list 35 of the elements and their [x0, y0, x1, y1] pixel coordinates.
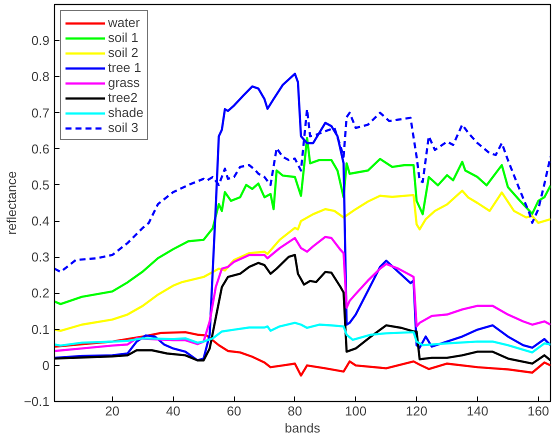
y-tick-label: −0.1 [24, 394, 50, 409]
y-tick-label: 0.8 [31, 69, 50, 84]
x-tick-label: 80 [288, 404, 302, 418]
legend-label: soil 2 [108, 45, 138, 60]
line-series [54, 236, 550, 352]
y-tick-label: 0.5 [31, 177, 50, 192]
legend-label: shade [108, 105, 144, 120]
y-tick-label: 0.9 [31, 33, 50, 48]
x-tick-label: 60 [226, 404, 242, 418]
y-tick-label: 0.6 [31, 141, 50, 156]
x-tick-label: 40 [166, 404, 180, 418]
line-series [54, 136, 550, 306]
line-series [54, 322, 550, 354]
x-tick-label: 120 [406, 404, 428, 418]
legend-label: soil 1 [108, 30, 138, 45]
y-tick-label: 0.7 [31, 105, 50, 120]
legend-label: grass [108, 75, 140, 90]
y-tick-label: 0.4 [31, 214, 50, 229]
line-series [54, 190, 550, 332]
legend-label: water [108, 15, 140, 30]
y-tick-label: 0.2 [31, 286, 50, 301]
y-axis-title: reflectance [4, 171, 19, 235]
y-tick-label: 0.1 [31, 322, 50, 337]
line-series [54, 331, 550, 377]
x-tick-label: 20 [105, 404, 120, 418]
legend-label: soil 3 [108, 120, 138, 135]
line-series [54, 72, 550, 362]
y-tick-label: 0 [42, 358, 50, 373]
x-tick-label: 100 [344, 404, 367, 418]
legend-label: tree 1 [108, 60, 142, 75]
x-tick-label: 140 [466, 404, 488, 418]
x-tick-label: 160 [527, 404, 550, 418]
y-tick-label: 0.3 [31, 250, 50, 265]
x-axis-title: bands [284, 420, 321, 436]
legend-label: tree2 [108, 90, 138, 105]
